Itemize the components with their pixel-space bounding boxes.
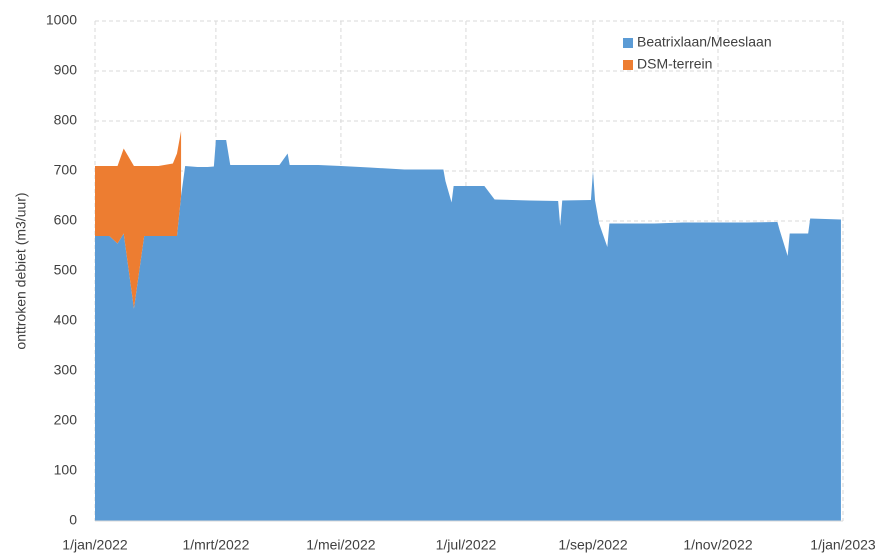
- legend-swatch: [623, 38, 633, 48]
- y-tick-label: 1000: [46, 12, 77, 28]
- y-tick-label: 200: [54, 412, 78, 428]
- x-tick-label: 1/jan/2022: [62, 537, 128, 553]
- y-tick-label: 0: [69, 512, 77, 528]
- x-tick-label: 1/mrt/2022: [182, 537, 249, 553]
- x-tick-label: 1/jan/2023: [810, 537, 876, 553]
- area: [95, 140, 841, 521]
- x-tick-label: 1/nov/2022: [683, 537, 752, 553]
- y-tick-label: 600: [54, 212, 78, 228]
- x-tick-label: 1/mei/2022: [306, 537, 375, 553]
- y-tick-label: 400: [54, 312, 78, 328]
- x-tick-label: 1/jul/2022: [436, 537, 497, 553]
- legend-label: Beatrixlaan/Meeslaan: [637, 34, 772, 50]
- legend-label: DSM-terrein: [637, 56, 712, 72]
- y-tick-label: 800: [54, 112, 78, 128]
- y-tick-label: 500: [54, 262, 78, 278]
- area: [95, 131, 182, 309]
- x-tick-label: 1/sep/2022: [558, 537, 627, 553]
- legend-swatch: [623, 60, 633, 70]
- y-tick-label: 100: [54, 462, 78, 478]
- y-tick-label: 700: [54, 162, 78, 178]
- y-tick-label: 300: [54, 362, 78, 378]
- y-axis-title: onttroken debiet (m3/uur): [13, 192, 29, 349]
- y-tick-label: 900: [54, 62, 78, 78]
